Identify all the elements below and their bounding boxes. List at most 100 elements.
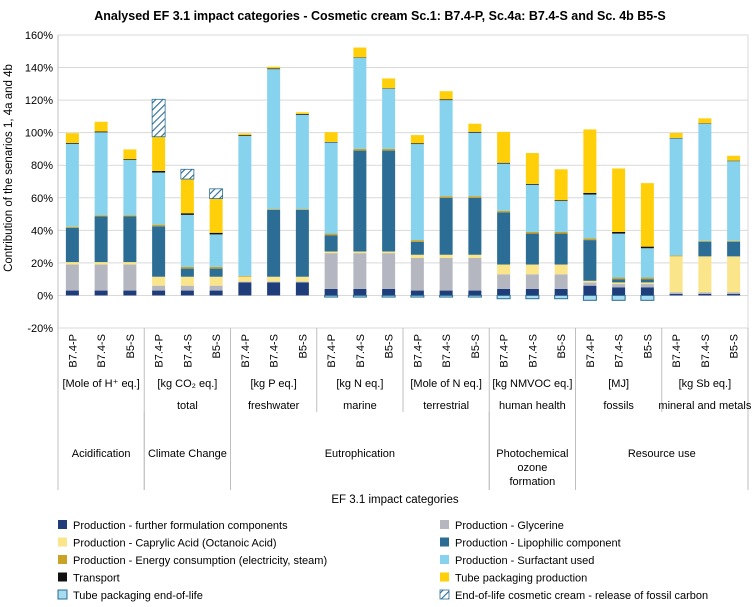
bar-segment [698, 240, 712, 242]
y-tick-label: 80% [31, 160, 53, 172]
bar-segment [497, 131, 511, 163]
bar-segment [382, 251, 396, 254]
bar-segment [410, 290, 424, 296]
bar-segment [180, 266, 194, 269]
bar-segment [353, 47, 367, 58]
bar-segment [640, 277, 654, 280]
bar-segment [439, 254, 453, 259]
legend-label: Production - Surfactant used [455, 555, 594, 567]
bar-segment [267, 209, 281, 210]
bar-segment [381, 294, 396, 298]
bar-segment [525, 294, 540, 300]
bar-segment [525, 153, 539, 184]
unit-label: [Mole of N eq.] [410, 378, 482, 390]
bar-segment [698, 123, 712, 124]
bar-segment [238, 133, 252, 136]
chart-title: Analysed EF 3.1 impact categories - Cosm… [94, 9, 666, 23]
bar-segment [468, 131, 482, 133]
legend-swatch [440, 537, 449, 547]
bar-segment [612, 231, 626, 234]
legend-label: End-of-life cosmetic cream - release of … [455, 590, 708, 602]
bar-segment [583, 129, 597, 193]
bar-segment [324, 253, 338, 289]
bar-segment [497, 274, 511, 289]
bar-segment [152, 136, 166, 171]
bar-segment [65, 290, 79, 296]
scenario-tick-label: B7.4-P [585, 334, 597, 368]
bar-segment [410, 135, 424, 144]
legend-label: Tube packaging production [455, 573, 587, 585]
bar-segment [669, 256, 683, 293]
bar-segment [497, 210, 511, 213]
subcategory-label: mineral and metals [658, 400, 751, 412]
bar-segment [382, 148, 396, 151]
y-tick-label: 120% [25, 95, 53, 107]
bar-segment [640, 248, 654, 278]
bar-segment [554, 264, 568, 275]
bar-segment [152, 276, 166, 286]
bar-segment [324, 235, 338, 252]
unit-label: [kg NMVOC eq.] [492, 378, 572, 390]
bar-segment [468, 254, 482, 259]
bar-segment [410, 258, 424, 291]
bar-segment [468, 258, 482, 291]
bar-segment [152, 172, 166, 225]
bar-segment [698, 118, 712, 124]
bar-segment [525, 288, 539, 296]
bar-segment [180, 214, 194, 267]
scenario-tick-label: B5-S [642, 334, 654, 358]
gridlines [58, 34, 749, 329]
bar-segment [698, 256, 712, 293]
bar-segment [698, 123, 712, 241]
subcategory-label: total [177, 400, 198, 412]
y-tick-label: 40% [31, 225, 53, 237]
bar-segment [94, 132, 108, 216]
unit-label: [kg P eq.] [250, 378, 296, 390]
bar-segment [295, 209, 309, 210]
bar-segment [727, 256, 741, 293]
bar-segment [123, 159, 137, 161]
y-tick-label: 140% [25, 63, 53, 75]
bar-segment [410, 294, 425, 298]
bar-segment [410, 241, 424, 255]
bar-segment [353, 57, 367, 149]
legend-label: Production - Energy consumption (electri… [73, 555, 327, 567]
bar-segment [382, 288, 396, 296]
bar-segment [152, 285, 166, 291]
bar-segment [238, 135, 252, 276]
scenario-tick-label: B5-S [384, 334, 396, 358]
legend-swatch [58, 520, 67, 529]
bar-segment [180, 276, 194, 286]
legend-label: Production - Caprylic Acid (Octanoic Aci… [73, 538, 277, 550]
bar-segment [267, 276, 281, 282]
bar-segment [669, 137, 683, 139]
bar-segment [238, 282, 252, 296]
bar-segment [324, 142, 338, 234]
y-tick-label: 20% [31, 258, 53, 270]
scenario-tick-label: B5-S [125, 334, 137, 358]
main-category-label: Photochemical [496, 448, 568, 460]
bar-segment [554, 288, 568, 296]
y-axis: -20% 0% 20% 40% 60% 80% 100% 120% 140% 160% [25, 30, 59, 335]
bar-segment [180, 168, 195, 180]
bar-segment [410, 254, 424, 259]
legend-swatch [439, 589, 450, 600]
bar-segment [382, 150, 396, 252]
unit-label: [kg Sb eq.] [679, 378, 732, 390]
scenario-tick-label: B7.4-S [269, 334, 281, 368]
scenario-tick-label: B7.4-P [326, 334, 338, 368]
bar-segment [496, 294, 511, 300]
bar-segment [439, 91, 453, 100]
bar-segment [640, 183, 654, 247]
bar-segment [583, 192, 597, 195]
bar-segment [209, 198, 223, 233]
y-tick-label: 160% [25, 30, 53, 42]
bar-segment [94, 216, 108, 263]
bar-segment [209, 232, 223, 235]
bar-segment [295, 276, 309, 282]
bar-segment [324, 251, 338, 254]
bar-segment [180, 268, 194, 277]
bar-segment [612, 279, 626, 283]
bars-layer [65, 47, 741, 301]
